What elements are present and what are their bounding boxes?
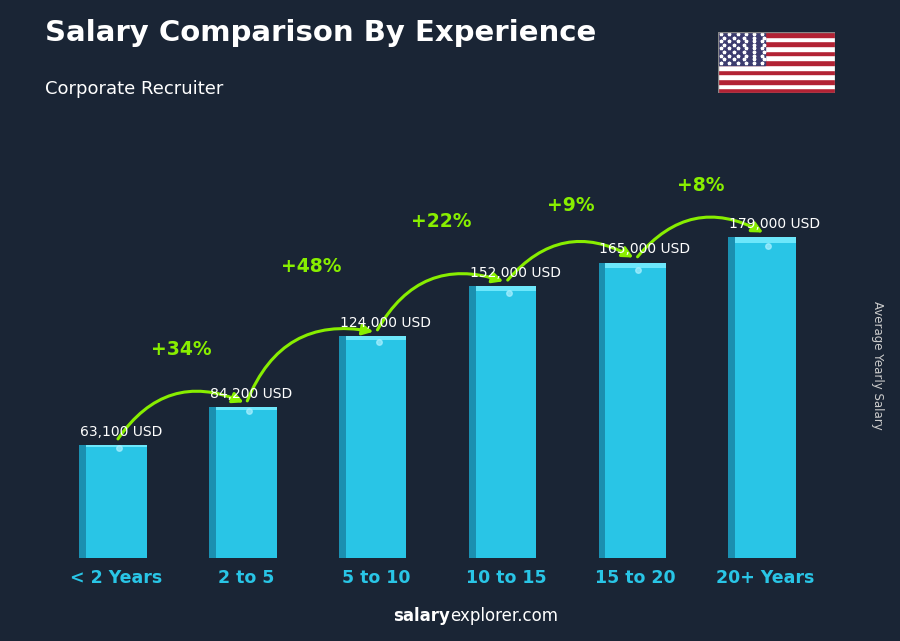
Bar (718, 74, 835, 79)
Bar (718, 69, 835, 74)
Bar (718, 88, 835, 93)
Bar (718, 83, 835, 88)
Text: +9%: +9% (547, 196, 595, 215)
Bar (606, 263, 666, 268)
Bar (216, 407, 276, 558)
Bar (735, 237, 796, 558)
Bar (718, 65, 835, 69)
Bar (735, 237, 796, 243)
Bar (718, 37, 835, 42)
Bar (475, 286, 536, 290)
Text: +34%: +34% (151, 340, 212, 360)
Bar (346, 336, 407, 558)
Bar (728, 237, 735, 558)
Bar (469, 286, 475, 558)
Text: explorer.com: explorer.com (450, 607, 558, 625)
Bar (339, 336, 346, 558)
Bar (718, 79, 835, 83)
Text: Average Yearly Salary: Average Yearly Salary (871, 301, 884, 429)
Text: +48%: +48% (281, 258, 341, 276)
Text: 179,000 USD: 179,000 USD (729, 217, 821, 231)
Bar (79, 445, 86, 558)
Bar (718, 56, 835, 60)
Text: 84,200 USD: 84,200 USD (210, 387, 292, 401)
Text: 165,000 USD: 165,000 USD (599, 242, 690, 256)
Bar (718, 60, 835, 65)
Bar (718, 32, 765, 65)
Bar (475, 286, 536, 558)
Text: Corporate Recruiter: Corporate Recruiter (45, 80, 223, 98)
Text: +22%: +22% (410, 212, 472, 231)
Bar (209, 407, 216, 558)
Text: salary: salary (393, 607, 450, 625)
Bar (598, 263, 606, 558)
Bar (718, 46, 835, 51)
Bar (86, 445, 147, 558)
Text: 124,000 USD: 124,000 USD (339, 315, 431, 329)
Text: 63,100 USD: 63,100 USD (80, 424, 162, 438)
Bar (216, 407, 276, 410)
Bar (346, 336, 407, 340)
Bar (718, 51, 835, 56)
Bar (86, 445, 147, 447)
Text: +8%: +8% (677, 176, 724, 195)
Bar (606, 263, 666, 558)
Text: Salary Comparison By Experience: Salary Comparison By Experience (45, 19, 596, 47)
Bar (718, 42, 835, 46)
Bar (718, 32, 835, 37)
Text: 152,000 USD: 152,000 USD (470, 265, 561, 279)
